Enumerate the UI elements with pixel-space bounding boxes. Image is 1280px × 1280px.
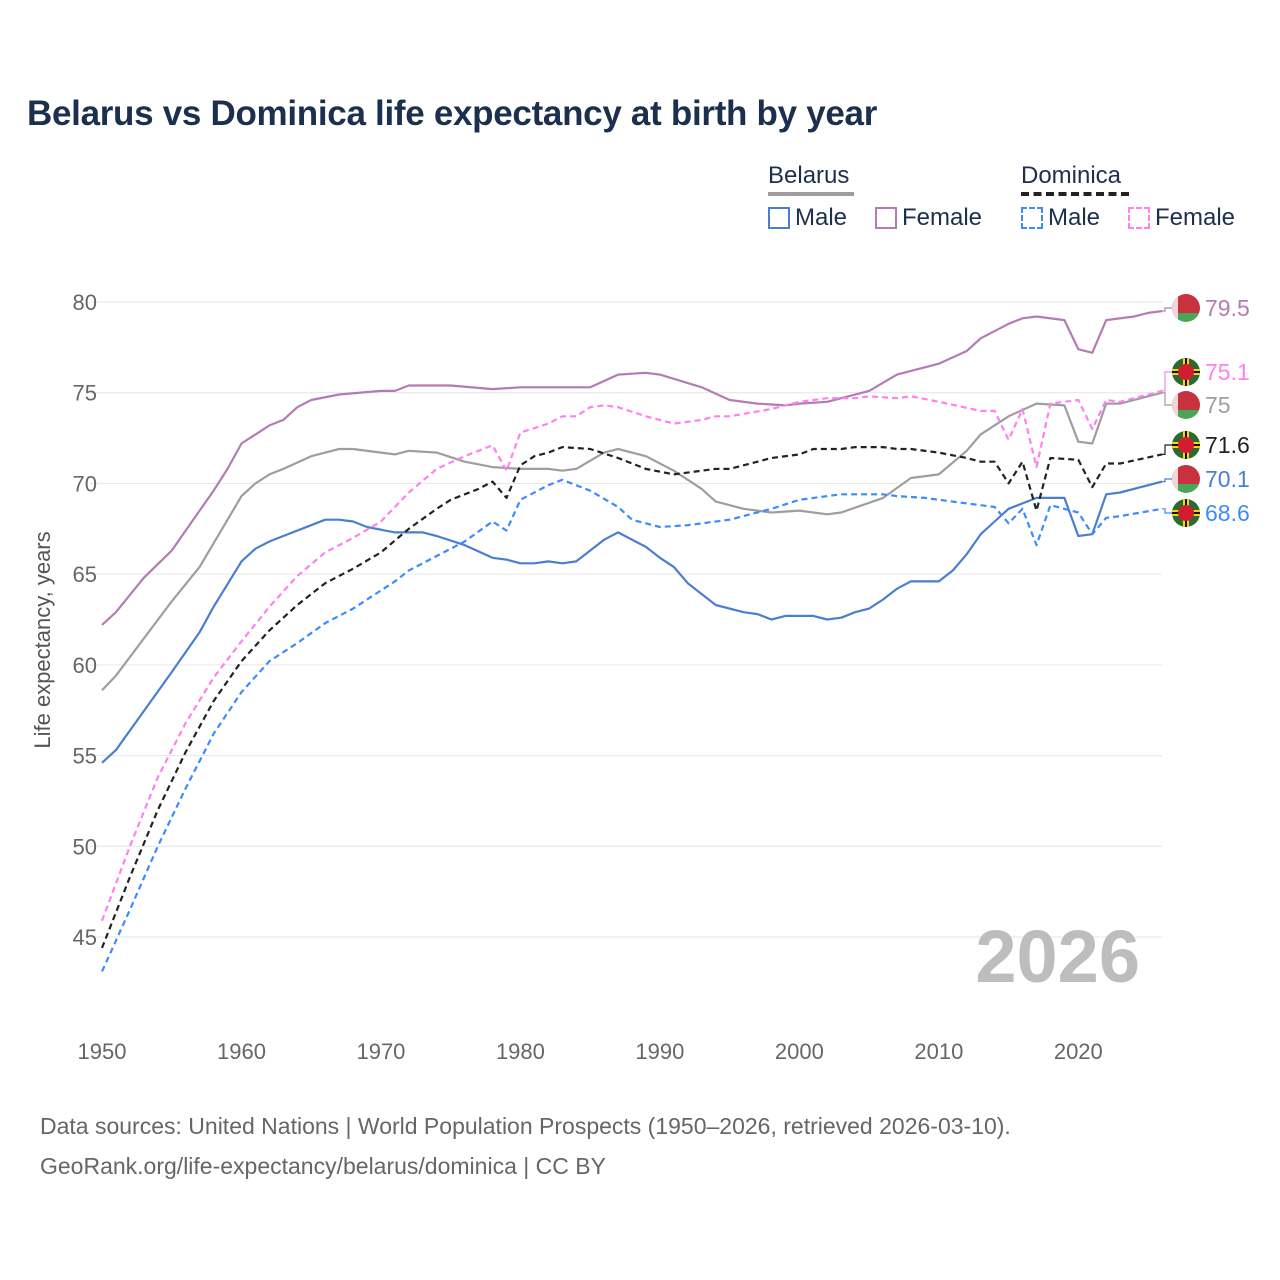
legend-group-label: Dominica — [1021, 162, 1122, 189]
flag-ornament — [1172, 465, 1178, 493]
flag-body — [1172, 431, 1200, 459]
flag-red — [1172, 465, 1200, 484]
series-line-belarus — [101, 391, 1163, 692]
y-tick-label: 70 — [73, 471, 97, 496]
legend-group-belarus: Belarus — [768, 162, 854, 196]
series-line-dominica — [100, 446, 1163, 949]
end-connector — [1162, 508, 1172, 514]
x-tick-label: 1980 — [496, 1039, 545, 1064]
series-line-dominica-male — [100, 478, 1163, 972]
end-connector — [1162, 371, 1172, 392]
chart-title: Belarus vs Dominica life expectancy at b… — [27, 94, 878, 133]
flag-body — [1172, 499, 1200, 527]
flag-body — [1172, 465, 1200, 493]
belarus-flag-icon — [1172, 294, 1200, 322]
x-tick-label: 2020 — [1054, 1039, 1103, 1064]
legend-label: Female — [902, 204, 983, 231]
flag-red — [1172, 294, 1200, 313]
flag-body — [1172, 391, 1200, 419]
y-tick-label: 50 — [73, 834, 97, 859]
end-connector — [1162, 444, 1172, 455]
legend-group-dominica: Dominica — [1021, 162, 1129, 196]
y-tick-label: 60 — [73, 653, 97, 678]
dominica-flag-icon — [1172, 499, 1200, 527]
end-value-label: 75 — [1205, 392, 1231, 418]
end-value-label: 70.1 — [1205, 466, 1250, 492]
flag-green — [1172, 484, 1200, 493]
flag-disc — [1178, 437, 1194, 453]
legend-line-dashed — [1021, 192, 1129, 196]
legend-swatch — [1021, 207, 1043, 229]
y-tick-label: 65 — [73, 562, 97, 587]
end-value-label: 75.1 — [1205, 359, 1250, 385]
flag-ornament — [1172, 391, 1178, 419]
x-tick-label: 2000 — [775, 1039, 824, 1064]
year-watermark: 2026 — [975, 915, 1140, 998]
legend-label: Male — [795, 204, 848, 231]
x-tick-label: 1950 — [78, 1039, 127, 1064]
legend-dominica-female[interactable]: Female — [1128, 204, 1235, 232]
legend-label: Female — [1155, 204, 1236, 231]
x-tick-label: 1990 — [635, 1039, 684, 1064]
y-tick-label: 45 — [73, 925, 97, 950]
end-connector — [1162, 478, 1172, 483]
legend-belarus-male[interactable]: Male — [768, 204, 847, 232]
legend-swatch — [875, 207, 897, 229]
x-tick-label: 1970 — [356, 1039, 405, 1064]
legend-dominica-male[interactable]: Male — [1021, 204, 1100, 232]
flag-body — [1172, 294, 1200, 322]
legend-belarus-female[interactable]: Female — [875, 204, 982, 232]
series-line-belarus-male — [101, 480, 1163, 764]
legend-label: Male — [1048, 204, 1101, 231]
belarus-flag-icon — [1172, 465, 1200, 493]
flag-red — [1172, 391, 1200, 410]
flag-disc — [1178, 505, 1194, 521]
end-connector — [1162, 392, 1172, 406]
end-value-label: 79.5 — [1205, 295, 1250, 321]
dominica-flag-icon — [1172, 358, 1200, 386]
dominica-flag-icon — [1172, 431, 1200, 459]
flag-green — [1172, 313, 1200, 322]
y-tick-label: 55 — [73, 744, 97, 769]
y-axis-label: Life expectancy, years — [30, 531, 55, 748]
x-tick-label: 2010 — [914, 1039, 963, 1064]
end-connector — [1162, 307, 1172, 312]
legend-swatch — [1128, 207, 1150, 229]
end-value-label: 71.6 — [1205, 432, 1250, 458]
series-line-dominica-female — [100, 389, 1163, 922]
flag-body — [1172, 358, 1200, 386]
series-line-belarus-female — [101, 310, 1163, 626]
y-tick-label: 75 — [73, 381, 97, 406]
flag-green — [1172, 410, 1200, 419]
source-line-1: Data sources: United Nations | World Pop… — [40, 1113, 1011, 1139]
source-note: Data sources: United Nations | World Pop… — [40, 1106, 1011, 1186]
source-line-2[interactable]: GeoRank.org/life-expectancy/belarus/domi… — [40, 1153, 606, 1179]
belarus-flag-icon — [1172, 391, 1200, 419]
x-tick-label: 1960 — [217, 1039, 266, 1064]
y-tick-label: 80 — [73, 290, 97, 315]
flag-disc — [1178, 364, 1194, 380]
legend-swatch — [768, 207, 790, 229]
legend-line-solid — [768, 192, 854, 196]
legend-group-label: Belarus — [768, 162, 850, 189]
end-value-label: 68.6 — [1205, 500, 1250, 526]
flag-ornament — [1172, 294, 1178, 322]
